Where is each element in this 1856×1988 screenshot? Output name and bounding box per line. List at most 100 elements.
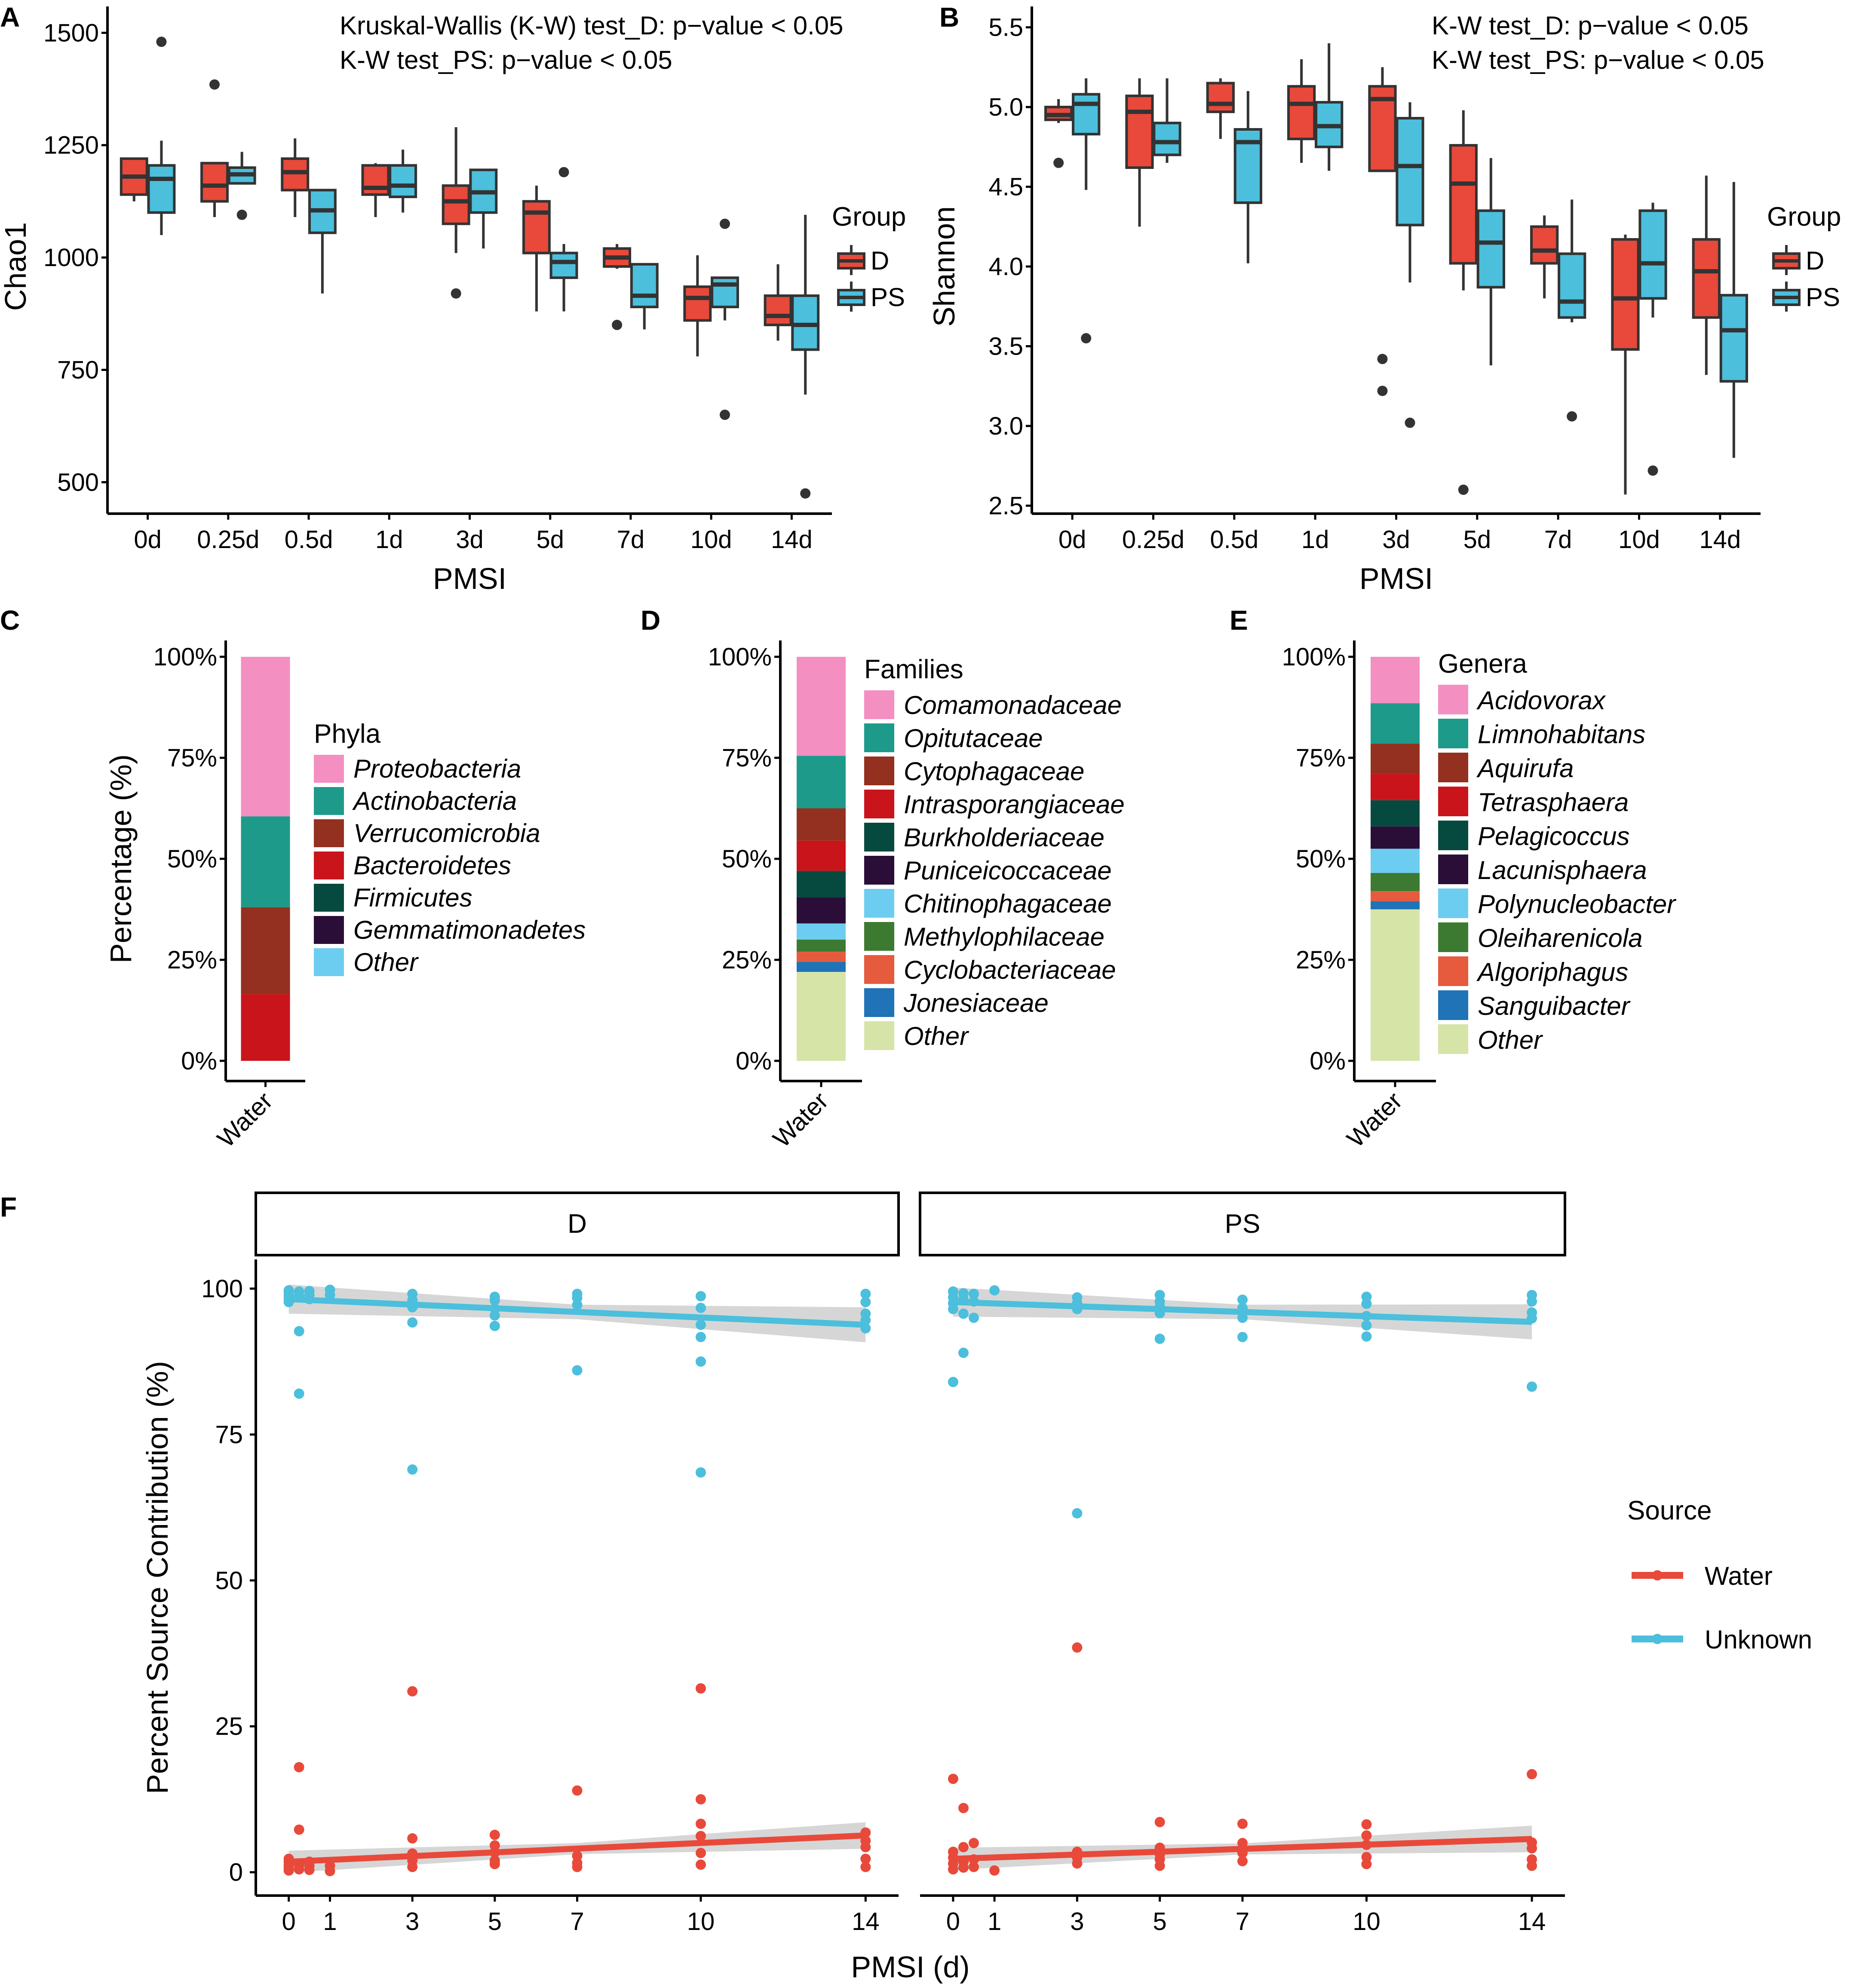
- point-unknown: [294, 1326, 304, 1337]
- point-water: [1154, 1816, 1165, 1827]
- point-unknown: [696, 1291, 706, 1302]
- legend-label-water: Water: [1705, 1562, 1773, 1590]
- point-unknown: [1154, 1290, 1165, 1300]
- box-PS: [1153, 122, 1181, 156]
- legend-label: Lacunisphaera: [1478, 856, 1647, 885]
- point-water: [325, 1860, 335, 1871]
- x-tick-label: 7: [570, 1908, 584, 1936]
- point-water: [294, 1762, 304, 1773]
- box-PS: [1719, 294, 1748, 383]
- stat-annotation: Kruskal-Wallis (K-W) test_D: p−value < 0…: [340, 11, 844, 40]
- panel-label: F: [0, 1192, 17, 1222]
- point-unknown: [1527, 1381, 1537, 1392]
- outlier-point: [451, 288, 461, 299]
- point-water: [294, 1824, 304, 1835]
- x-tick-label: 1: [988, 1908, 1001, 1936]
- legend-label: Methylophilaceae: [904, 922, 1104, 951]
- legend-swatch: [864, 757, 894, 785]
- y-tick-label: 75%: [167, 744, 217, 772]
- box-D: [1206, 82, 1235, 113]
- legend-swatch: [864, 988, 894, 1017]
- y-tick-label: 0%: [181, 1047, 217, 1075]
- point-unknown: [860, 1308, 871, 1319]
- fit-line-water: [953, 1836, 1532, 1862]
- box-D: [1287, 85, 1316, 141]
- y-axis-title: Chao1: [0, 222, 32, 311]
- box-D: [442, 184, 470, 225]
- box-PS: [147, 164, 176, 214]
- y-axis-title: Percent Source Contribution (%): [141, 1361, 174, 1794]
- box-PS: [1638, 209, 1667, 300]
- point-unknown: [294, 1388, 304, 1399]
- point-unknown: [860, 1297, 871, 1308]
- bar-segment-other: [1371, 909, 1420, 1061]
- point-unknown: [958, 1288, 969, 1299]
- y-tick-label: 2.5: [988, 492, 1023, 520]
- x-tick-label: 1d: [1301, 526, 1329, 554]
- point-water: [1072, 1642, 1083, 1653]
- point-water: [969, 1862, 979, 1872]
- legend-label: Tetrasphaera: [1478, 788, 1629, 817]
- outlier-point: [156, 37, 167, 47]
- legend-label-PS: PS: [1806, 283, 1840, 312]
- outlier-point: [612, 319, 623, 330]
- legend-swatch: [1438, 990, 1468, 1020]
- point-water: [1237, 1838, 1248, 1848]
- outlier-point: [1377, 354, 1388, 365]
- point-water: [860, 1862, 871, 1872]
- legend-key-point: [1652, 1570, 1663, 1581]
- x-tick-label: 0.25d: [1122, 526, 1184, 554]
- legend-label: Verrucomicrobia: [353, 819, 540, 848]
- y-tick-label: 1500: [43, 19, 99, 47]
- outlier-point: [1567, 411, 1577, 422]
- fit-line-unknown: [288, 1296, 866, 1328]
- point-water: [407, 1833, 418, 1844]
- point-unknown: [1072, 1292, 1083, 1303]
- point-unknown: [1527, 1290, 1537, 1300]
- legend-label: Firmicutes: [353, 883, 472, 912]
- x-tick-label: 0: [282, 1908, 296, 1936]
- legend-swatch: [864, 690, 894, 719]
- legend-swatch: [864, 856, 894, 885]
- legend-swatch: [1438, 888, 1468, 918]
- legend-swatch: [314, 755, 344, 783]
- legend-key-point: [1652, 1634, 1663, 1644]
- bar-segment-polynucleobacter: [1371, 848, 1420, 873]
- y-tick-label: 100%: [708, 643, 772, 671]
- legend-label: Oleiharenicola: [1478, 924, 1643, 953]
- legend-label-unknown: Unknown: [1705, 1625, 1812, 1654]
- stat-annotation: K-W test_PS: p−value < 0.05: [1432, 46, 1764, 74]
- y-tick-label: 4.5: [988, 173, 1023, 201]
- point-unknown: [696, 1320, 706, 1330]
- y-tick-label: 0%: [736, 1047, 772, 1075]
- legend-label: Other: [904, 1022, 969, 1051]
- point-unknown: [1361, 1291, 1372, 1302]
- x-tick-label: 7d: [1544, 526, 1572, 554]
- point-water: [1527, 1843, 1537, 1854]
- box-D: [200, 162, 229, 203]
- legend-swatch: [1438, 685, 1468, 714]
- box-D: [1611, 238, 1640, 351]
- point-water: [407, 1862, 418, 1872]
- box-D: [683, 285, 712, 322]
- legend-title: Group: [1767, 202, 1841, 232]
- outlier-point: [1377, 386, 1388, 396]
- point-unknown: [969, 1312, 979, 1323]
- y-tick-label: 50%: [1296, 845, 1346, 873]
- box-PS: [1558, 252, 1586, 319]
- legend-label: Aquirufa: [1476, 754, 1574, 783]
- x-axis-title: PMSI: [433, 562, 506, 595]
- point-unknown: [989, 1285, 1000, 1296]
- y-tick-label: 5.0: [988, 93, 1023, 121]
- point-water: [407, 1686, 418, 1697]
- point-water: [696, 1847, 706, 1858]
- bar-segment-verrucomicrobia: [241, 907, 290, 994]
- point-water: [1361, 1819, 1372, 1830]
- outlier-point: [1647, 465, 1658, 476]
- x-tick-label: 5d: [1463, 526, 1491, 554]
- bar-segment-lacunisphaera: [1371, 826, 1420, 849]
- point-unknown: [696, 1302, 706, 1313]
- legend-label: Chitinophagaceae: [904, 889, 1112, 918]
- point-unknown: [1154, 1333, 1165, 1344]
